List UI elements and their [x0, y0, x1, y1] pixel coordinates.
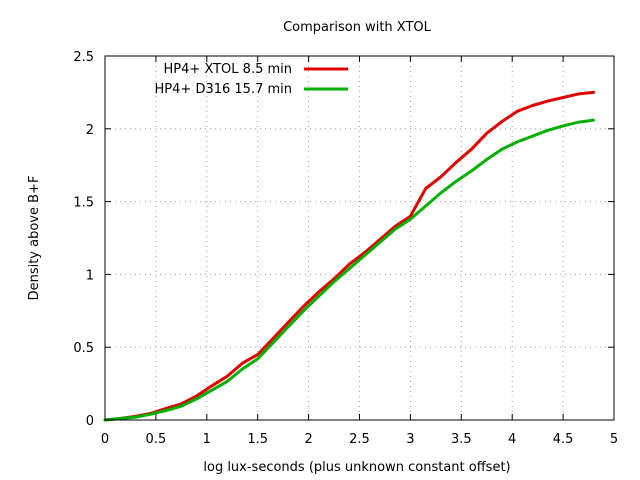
x-tick-labels: 0 0.5 1 1.5 2 2.5 3 3.5 4 4.5 5 [101, 432, 618, 447]
y-axis-label: Density above B+F [27, 176, 42, 301]
y-tick-label: 1.5 [73, 196, 94, 211]
x-tick-label: 5 [610, 432, 618, 447]
plot-frame [104, 55, 615, 421]
x-tick-label: 0 [101, 432, 109, 447]
y-tick-labels: 0 0.5 1 1.5 2 2.5 [73, 50, 94, 429]
x-tick-label: 3 [406, 432, 414, 447]
x-tick-label: 4 [508, 432, 516, 447]
grid-lines [105, 56, 614, 420]
y-tick-label: 0 [86, 414, 94, 429]
series-line-0 [103, 90, 596, 422]
series-lines [103, 90, 596, 422]
y-tick-label: 1 [86, 268, 94, 283]
legend: HP4+ XTOL 8.5 min HP4+ D316 15.7 min [155, 62, 348, 97]
legend-label-xtol: HP4+ XTOL 8.5 min [164, 62, 292, 77]
x-tick-label: 1.5 [247, 432, 268, 447]
series-line-1 [103, 118, 596, 422]
x-tick-label: 1 [203, 432, 211, 447]
y-tick-label: 2 [86, 123, 94, 138]
axis-ticks [104, 55, 615, 421]
x-tick-label: 2.5 [349, 432, 370, 447]
x-tick-label: 4.5 [553, 432, 574, 447]
y-tick-label: 0.5 [73, 341, 94, 356]
x-tick-label: 3.5 [451, 432, 472, 447]
x-axis-label: log lux-seconds (plus unknown constant o… [203, 460, 510, 475]
chart-title: Comparison with XTOL [283, 20, 432, 35]
x-tick-label: 0.5 [146, 432, 167, 447]
x-tick-label: 2 [304, 432, 312, 447]
y-tick-label: 2.5 [73, 50, 94, 65]
legend-label-d316: HP4+ D316 15.7 min [155, 82, 292, 97]
